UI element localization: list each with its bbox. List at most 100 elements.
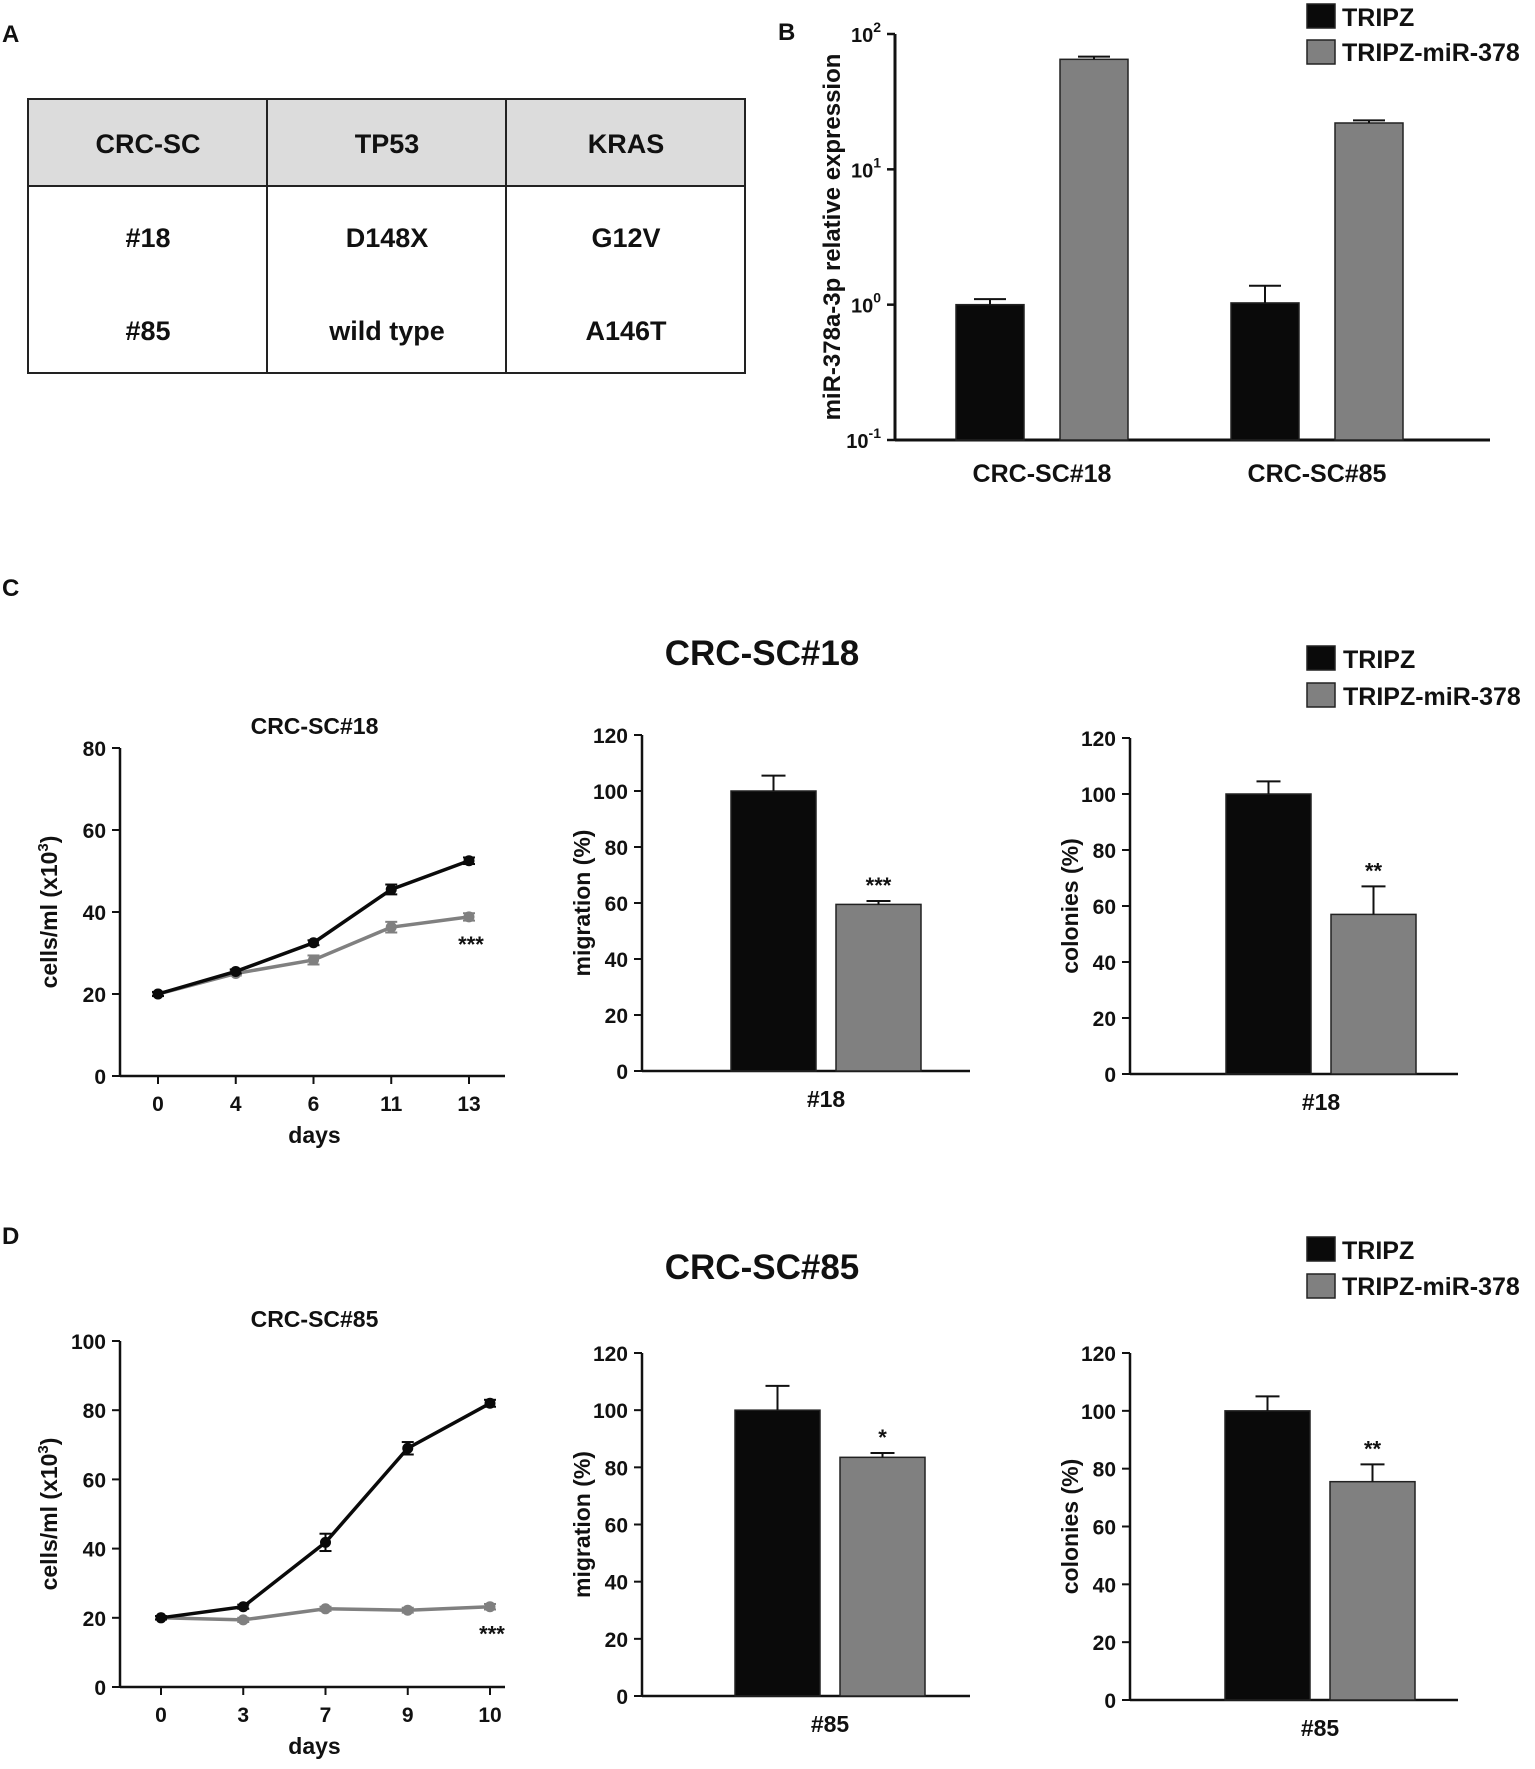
y-tick-label: 20: [83, 1608, 106, 1631]
y-axis-label: miR-378a-3p relative expression: [819, 54, 846, 421]
table-header-cell: TP53: [355, 129, 420, 159]
y-label-main: cells/ml (x10: [36, 1454, 62, 1591]
x-category-label: #85: [811, 1711, 850, 1737]
y-tick-base: 10: [846, 431, 868, 453]
table-cell: #18: [125, 223, 170, 253]
x-category-label: #18: [1302, 1089, 1341, 1115]
y-tick-label: 100: [1081, 784, 1116, 807]
x-tick-label: 10: [478, 1704, 501, 1727]
bar: [955, 303, 1025, 441]
y-label-main: cells/ml (x10: [36, 852, 62, 989]
significance-label: *: [878, 1425, 887, 1450]
legend-label-tripz: TRIPZ: [1342, 4, 1414, 32]
y-tick-label: 100: [1081, 1401, 1116, 1424]
mutation-table: CRC-SC TP53 KRAS #18 D148X G12V #85 wild…: [27, 98, 746, 374]
legend-label-mir378: TRIPZ-miR-378: [1342, 1273, 1520, 1301]
x-tick-label: 4: [230, 1093, 242, 1116]
y-tick-label: 80: [83, 1400, 106, 1423]
y-tick-label: 60: [83, 1469, 106, 1492]
series-line: [160, 1401, 491, 1620]
legend-swatch-tripz: [1306, 645, 1336, 671]
data-point: [230, 965, 242, 977]
y-tick-label: 102: [851, 19, 881, 47]
significance-label: ***: [479, 1622, 505, 1647]
y-tick-label: 120: [1081, 1343, 1116, 1366]
y-tick-label: 0: [616, 1061, 628, 1084]
y-axis-label: migration (%): [569, 830, 595, 977]
data-point: [385, 921, 397, 933]
y-axis-label: colonies (%): [1057, 1459, 1083, 1594]
y-tick-label: 80: [1093, 1459, 1116, 1482]
y-label-end: ): [36, 836, 62, 844]
chart-c-migration: 0 20 40 60 80 100 120 migration (%) *** #18: [569, 725, 970, 1112]
y-tick-label: 60: [1093, 896, 1116, 919]
section-title-d: CRC-SC#85: [665, 1248, 860, 1287]
data-point: [484, 1397, 496, 1409]
legend-c: TRIPZ TRIPZ-miR-378: [1306, 645, 1521, 711]
x-tick-label: 3: [237, 1704, 249, 1727]
chart-title: CRC-SC#18: [251, 713, 379, 739]
table-cell: A146T: [585, 316, 667, 346]
chart-c-colonies: 0 20 40 60 80 100 120 colonies (%) ** #18: [1057, 728, 1458, 1115]
bar: [734, 1409, 821, 1697]
y-tick-label: 40: [83, 1539, 106, 1562]
y-tick-label: 80: [605, 1457, 628, 1480]
y-tick-label: 40: [1093, 952, 1116, 975]
legend-swatch-tripz: [1306, 3, 1336, 29]
y-tick-label: 0: [1104, 1690, 1116, 1713]
table-cell: D148X: [346, 223, 429, 253]
y-tick-exponent: 0: [873, 290, 881, 306]
bar: [1334, 122, 1404, 441]
chart-d-migration: 0 20 40 60 80 100 120 migration (%) * #85: [569, 1343, 970, 1737]
y-tick-label: 0: [616, 1686, 628, 1709]
bar: [1059, 58, 1129, 441]
bar: [839, 1456, 926, 1697]
y-tick-label: 40: [605, 1572, 628, 1595]
legend-swatch-mir378: [1306, 682, 1336, 708]
legend-label-tripz: TRIPZ: [1343, 646, 1415, 674]
series-line: [157, 859, 470, 996]
y-axis-label: migration (%): [569, 1451, 595, 1598]
y-tick-label: 0: [1104, 1064, 1116, 1087]
y-tick-exponent: 2: [873, 19, 881, 35]
y-tick-label: 120: [593, 725, 628, 748]
chart-d-colonies: 0 20 40 60 80 100 120 colonies (%) ** #85: [1057, 1343, 1458, 1741]
y-tick-label: 80: [1093, 840, 1116, 863]
panel-label-c: C: [2, 575, 19, 602]
bar: [1230, 302, 1300, 441]
panel-label-d: D: [2, 1223, 19, 1250]
y-axis-label: colonies (%): [1057, 838, 1083, 973]
y-label-superscript: 3: [35, 843, 52, 851]
x-category-label: #85: [1301, 1715, 1340, 1741]
y-tick-label: 20: [605, 1005, 628, 1028]
y-tick-label: 40: [83, 902, 106, 925]
bar: [730, 790, 817, 1072]
y-axis-label: cells/ml (x103): [35, 836, 62, 989]
y-tick-label: 120: [1081, 728, 1116, 751]
legend-label-mir378: TRIPZ-miR-378: [1343, 683, 1521, 711]
y-tick-label: 60: [83, 820, 106, 843]
data-point: [402, 1442, 414, 1454]
legend-label-mir378: TRIPZ-miR-378: [1342, 39, 1520, 67]
x-tick-label: 9: [402, 1704, 414, 1727]
y-tick-exponent: 1: [873, 154, 881, 170]
bar: [1330, 913, 1417, 1075]
data-point: [463, 911, 475, 923]
y-tick-exponent: -1: [869, 425, 882, 441]
bar: [835, 903, 922, 1072]
significance-label: ***: [458, 932, 484, 957]
data-point: [155, 1612, 167, 1624]
bar: [1225, 793, 1312, 1075]
table-border: [27, 98, 746, 374]
y-tick-label: 101: [851, 154, 881, 182]
x-tick-label: 6: [308, 1093, 320, 1116]
y-tick-label: 100: [593, 781, 628, 804]
x-tick-label: 7: [320, 1704, 332, 1727]
y-tick-label: 80: [83, 738, 106, 761]
legend-swatch-tripz: [1306, 1236, 1336, 1262]
chart-title: CRC-SC#85: [251, 1306, 379, 1332]
y-tick-label: 60: [1093, 1517, 1116, 1540]
y-tick-label: 120: [593, 1343, 628, 1366]
y-tick-base: 10: [851, 160, 873, 182]
